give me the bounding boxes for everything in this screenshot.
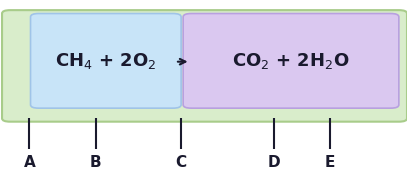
Text: C: C: [175, 155, 187, 169]
Text: A: A: [24, 155, 35, 169]
Text: E: E: [324, 155, 335, 169]
Text: CO$_2$ + 2H$_2$O: CO$_2$ + 2H$_2$O: [232, 51, 350, 71]
FancyBboxPatch shape: [183, 14, 399, 108]
FancyBboxPatch shape: [2, 10, 407, 122]
Text: D: D: [267, 155, 280, 169]
Text: CH$_4$ + 2O$_2$: CH$_4$ + 2O$_2$: [55, 51, 156, 71]
Text: B: B: [90, 155, 101, 169]
FancyBboxPatch shape: [31, 14, 181, 108]
